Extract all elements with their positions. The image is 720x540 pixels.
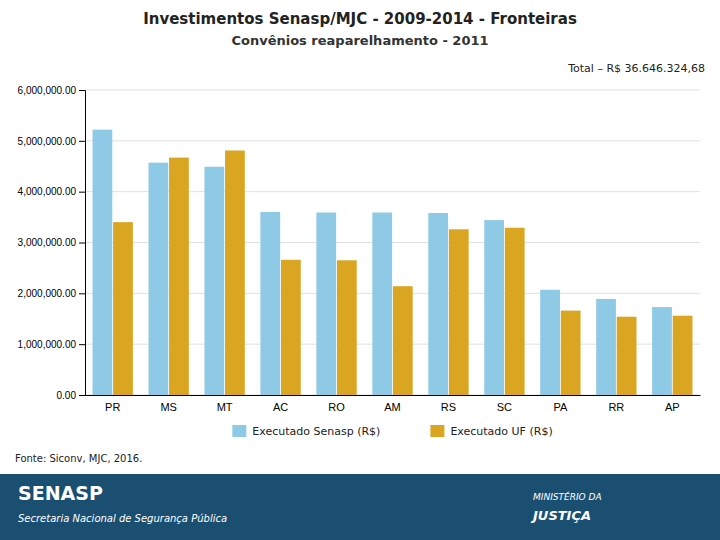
- bar: [225, 150, 245, 395]
- x-tick: MT: [217, 395, 233, 413]
- y-tick-mark: [79, 192, 85, 193]
- bar: [484, 220, 504, 395]
- bar-series: [93, 130, 672, 395]
- bar: [316, 213, 336, 395]
- y-tick: 2,000,000.00: [18, 288, 85, 299]
- chart-svg: Investimentos Senasp/MJC - 2009-2014 - F…: [0, 0, 720, 540]
- x-tick-label: MS: [160, 401, 177, 413]
- legend-swatch: [232, 425, 246, 437]
- x-tick-label: PA: [553, 401, 568, 413]
- y-axis-line: [79, 91, 86, 396]
- bar: [113, 222, 133, 395]
- bar: [372, 213, 392, 395]
- y-tick-mark: [79, 90, 85, 91]
- legend-item: Executado Senasp (R$): [232, 425, 380, 438]
- footer-ministry: MINISTÉRIO DA: [533, 491, 602, 502]
- bar-series: [113, 150, 692, 395]
- y-tick: 3,000,000.00: [18, 237, 85, 248]
- bar: [260, 212, 280, 395]
- y-tick-mark: [79, 141, 85, 142]
- legend-label: Executado UF (R$): [450, 425, 552, 438]
- grid-line: [85, 140, 700, 141]
- bar: [337, 260, 357, 395]
- y-tick: 0.00: [57, 390, 85, 401]
- bar: [281, 260, 301, 395]
- footer-band: [0, 474, 720, 540]
- x-tick: RR: [608, 395, 624, 413]
- y-tick: 5,000,000.00: [18, 136, 85, 147]
- footer-subtitle: Secretaria Nacional de Segurança Pública: [18, 513, 227, 524]
- bar: [93, 130, 113, 395]
- y-tick: 6,000,000.00: [18, 85, 85, 96]
- plot-area: PR MS MT AC RO AM RS SC PA RR AP 0.00 1,000,000.00 2,…: [18, 85, 701, 413]
- y-tick: 4,000,000.00: [18, 186, 85, 197]
- y-tick-label: 0.00: [57, 390, 77, 401]
- y-tick-label: 3,000,000.00: [18, 237, 77, 248]
- bars: [93, 130, 693, 395]
- x-tick: AM: [384, 395, 401, 413]
- x-tick-label: MT: [217, 401, 233, 413]
- bar: [540, 290, 560, 395]
- title: Investimentos Senasp/MJC - 2009-2014 - F…: [143, 10, 577, 28]
- x-tick-label: RO: [328, 401, 345, 413]
- bar: [148, 163, 168, 395]
- bar: [617, 317, 637, 395]
- bar: [169, 158, 189, 395]
- y-tick-label: 2,000,000.00: [18, 288, 77, 299]
- x-tick: RO: [328, 395, 345, 413]
- x-tick-label: PR: [105, 401, 120, 413]
- y-tick-label: 5,000,000.00: [18, 136, 77, 147]
- total-note: Total – R$ 36.646.324,68: [567, 62, 705, 75]
- x-tick: SC: [497, 395, 512, 413]
- y-tick-label: 1,000,000.00: [18, 339, 77, 350]
- bar: [393, 286, 413, 395]
- x-tick-label: AP: [665, 401, 680, 413]
- x-tick: PR: [105, 395, 120, 413]
- grid-line: [85, 90, 700, 91]
- y-axis: 0.00 1,000,000.00 2,000,000.00 3,000,000.00…: [18, 85, 86, 401]
- legend-item: Executado UF (R$): [430, 425, 552, 438]
- y-tick-label: 4,000,000.00: [18, 186, 77, 197]
- bar: [428, 213, 448, 395]
- x-axis-line: [86, 395, 701, 396]
- y-tick-mark: [79, 344, 85, 345]
- legend-swatch: [430, 425, 444, 437]
- bar: [561, 311, 581, 395]
- x-tick: PA: [553, 395, 568, 413]
- bar: [204, 167, 224, 395]
- y-tick-mark: [79, 293, 85, 294]
- x-tick: MS: [160, 395, 177, 413]
- bar: [596, 299, 616, 395]
- bar: [449, 229, 469, 395]
- x-tick-label: AM: [384, 401, 401, 413]
- y-tick: 1,000,000.00: [18, 339, 85, 350]
- footer-ministry-name: JUSTIÇA: [530, 508, 591, 523]
- grid: [85, 90, 700, 395]
- x-axis: PR MS MT AC RO AM RS SC PA RR AP: [86, 395, 701, 413]
- y-tick-mark: [79, 395, 85, 396]
- legend: Executado Senasp (R$) Executado UF (R$): [232, 425, 552, 438]
- y-tick-mark: [79, 243, 85, 244]
- y-tick-label: 6,000,000.00: [18, 85, 77, 96]
- subtitle: Convênios reaparelhamento - 2011: [231, 33, 488, 48]
- x-tick: AP: [665, 395, 680, 413]
- x-tick: AC: [273, 395, 288, 413]
- bar: [505, 228, 525, 395]
- x-tick-label: RR: [608, 401, 624, 413]
- x-tick-label: RS: [441, 401, 456, 413]
- x-tick-label: AC: [273, 401, 288, 413]
- x-tick: RS: [441, 395, 456, 413]
- legend-label: Executado Senasp (R$): [252, 425, 380, 438]
- x-tick-label: SC: [497, 401, 512, 413]
- bar: [652, 307, 672, 395]
- footer-title: SENASP: [18, 482, 103, 504]
- source-note: Fonte: Siconv, MJC, 2016.: [15, 453, 142, 464]
- bar: [673, 316, 693, 395]
